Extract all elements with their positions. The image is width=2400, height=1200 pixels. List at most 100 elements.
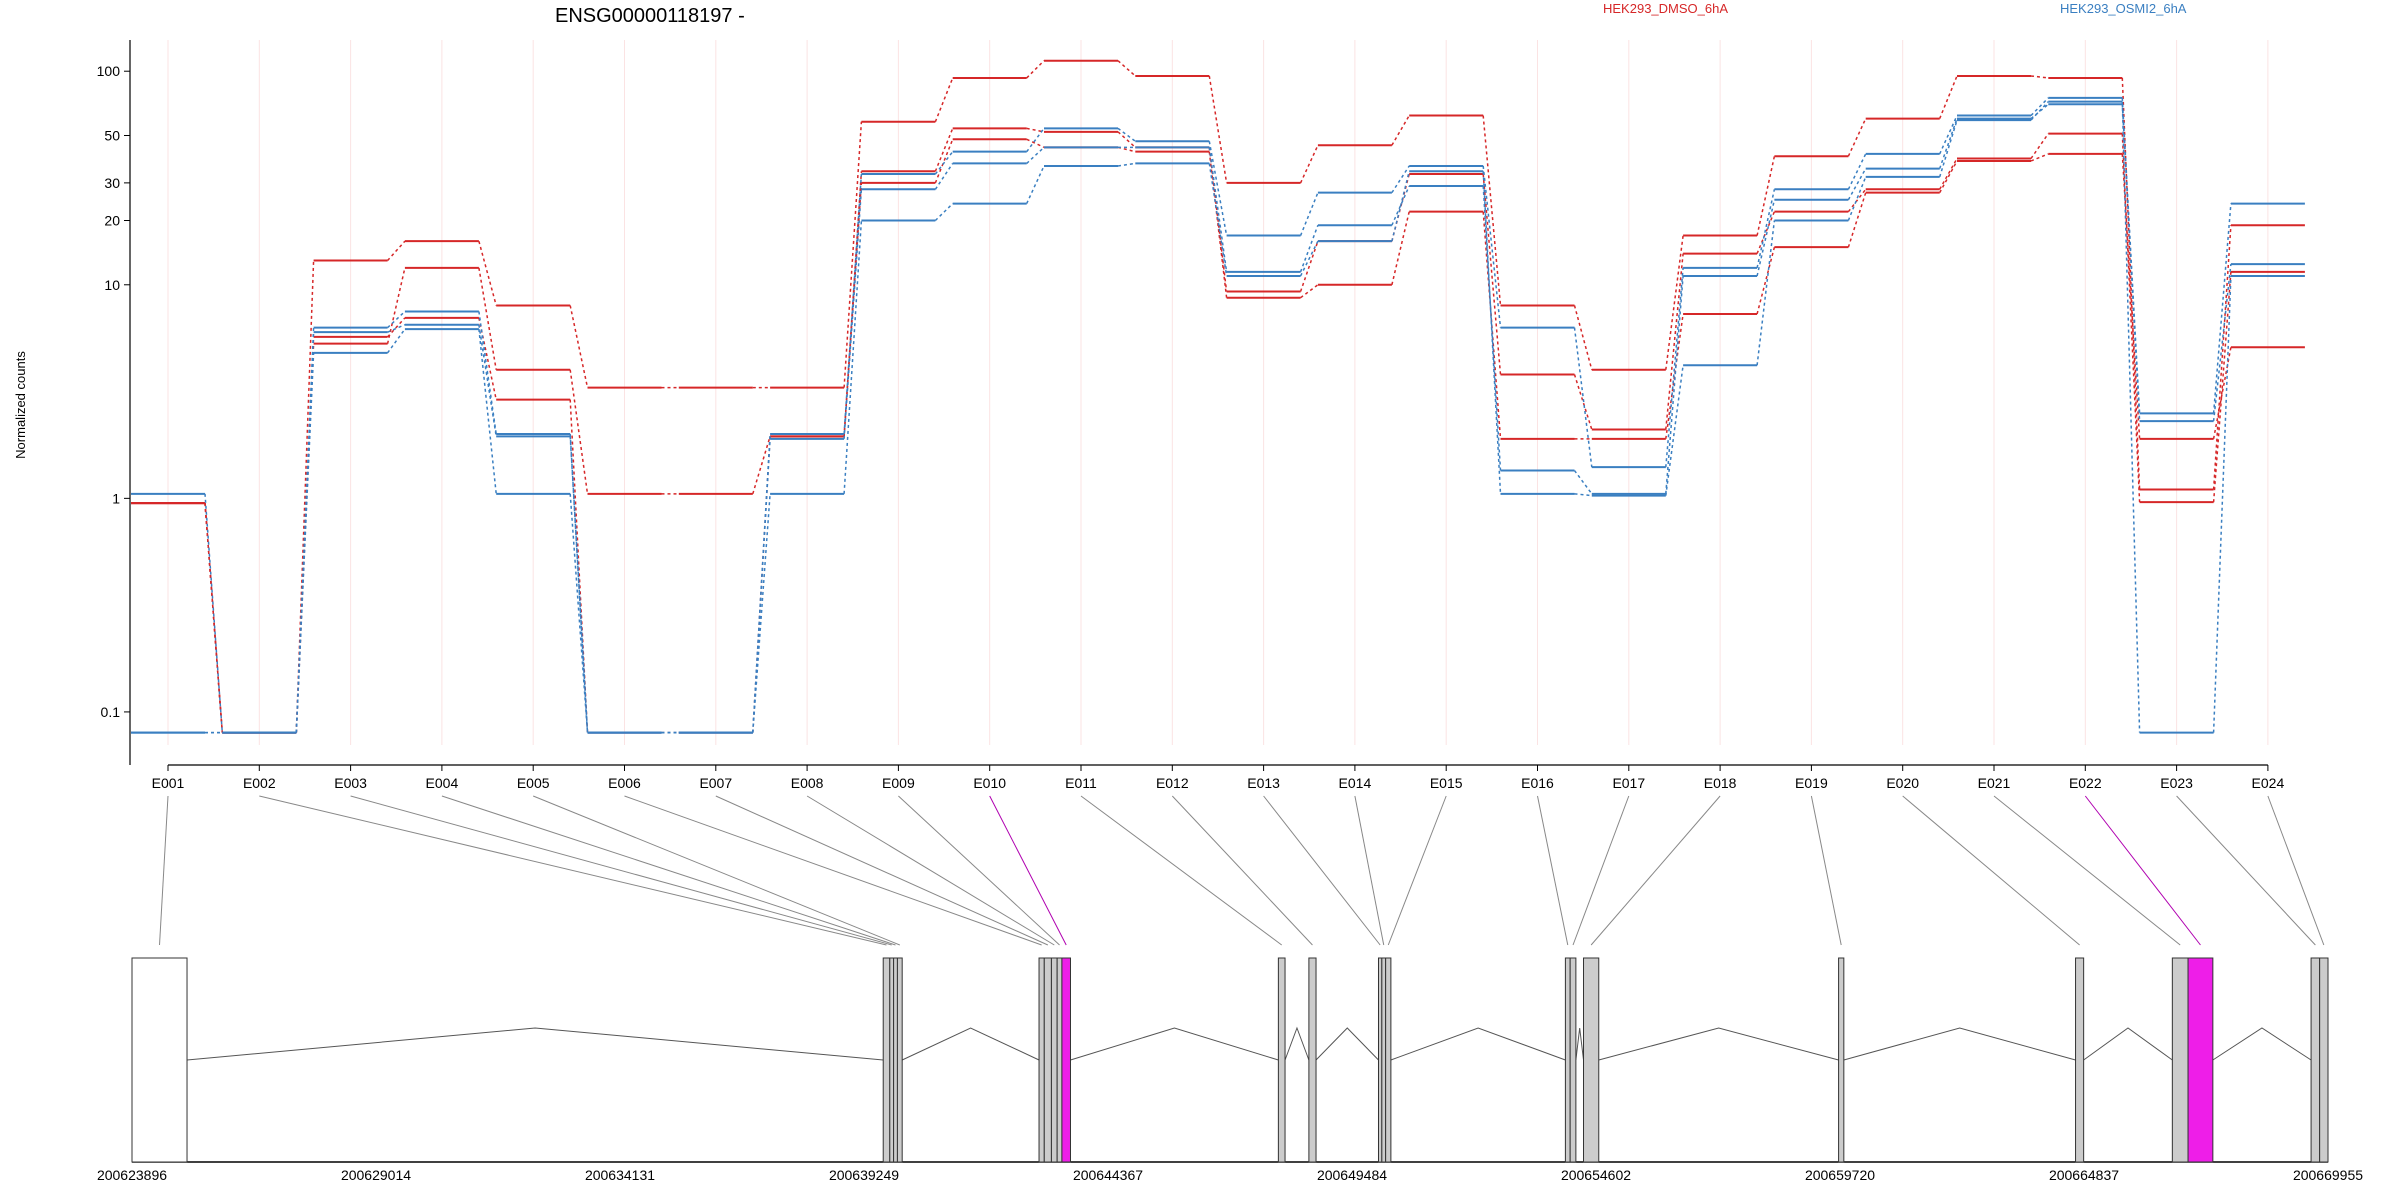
series-0-link: [1482, 115, 1502, 306]
series-2-link: [204, 503, 224, 733]
x-tick-label-E021: E021: [1978, 775, 2011, 791]
exon-box-E002: [882, 957, 891, 1163]
intron-10: [2212, 1027, 2312, 1061]
series-0-link: [2030, 75, 2049, 79]
series-5-link: [1026, 165, 1045, 204]
exon-box-E024: [2319, 957, 2329, 1163]
x-tick-label-E022: E022: [2069, 775, 2102, 791]
exon-box-E014: [1381, 957, 1387, 1163]
series-3-link: [387, 310, 406, 329]
series-5-link: [934, 203, 954, 222]
series-0-link: [2212, 225, 2232, 490]
y-tick-label: 0.1: [101, 704, 121, 720]
exon-box-E023: [2310, 957, 2321, 1163]
series-0-link: [387, 240, 406, 261]
connector-E016: [1537, 795, 1569, 946]
series-4-link: [934, 163, 954, 190]
coordinate-label: 200664837: [2049, 1167, 2119, 1183]
exon-box-E007: [1043, 957, 1052, 1163]
intron-9: [2083, 1027, 2173, 1061]
legend-entry-dmso: HEK293_DMSO_6hA: [1603, 1, 1728, 16]
series-5-link: [752, 493, 771, 733]
x-tick-label-E024: E024: [2252, 775, 2285, 791]
series-0-link: [569, 305, 589, 388]
x-tick-label-E017: E017: [1612, 775, 1645, 791]
intron-5: [1390, 1027, 1566, 1061]
chart-title: ENSG00000118197 -: [555, 5, 745, 27]
x-tick-label-E012: E012: [1156, 775, 1189, 791]
series-4-link: [1299, 224, 1319, 273]
series-3-link: [1391, 165, 1410, 194]
series-3-link: [1208, 141, 1228, 236]
series-2-link: [1939, 160, 1958, 194]
series-2-link: [934, 139, 954, 184]
series-5-link: [1299, 240, 1319, 277]
series-5-link: [1665, 365, 1684, 496]
series-5-link: [2212, 275, 2232, 733]
series-1-link: [2030, 133, 2049, 159]
series-3-link: [934, 151, 954, 175]
x-tick-label-E016: E016: [1521, 775, 1554, 791]
coordinate-label: 200669955: [2293, 1167, 2363, 1183]
vertical-gridlines: [167, 40, 2269, 745]
series-5-link: [386, 328, 406, 354]
coordinate-label: 200639249: [829, 1167, 899, 1183]
x-tick-label-E007: E007: [699, 775, 732, 791]
connector-E002: [259, 795, 887, 946]
series-4-link: [1938, 118, 1958, 169]
connector-E009: [898, 795, 1060, 946]
series-1-link: [1756, 211, 1776, 254]
series-0-link: [1756, 156, 1776, 236]
x-tick-label-E006: E006: [608, 775, 641, 791]
coordinate-label: 200654602: [1561, 1167, 1631, 1183]
series-3-link: [1117, 127, 1136, 142]
series-0-link: [1665, 235, 1684, 370]
series-4-link: [1665, 275, 1684, 494]
exon-box-E001: [131, 957, 188, 1163]
series-4-link: [478, 324, 497, 437]
exon-box-E020: [2075, 957, 2085, 1163]
series-1-link: [1847, 188, 1867, 213]
exon-box-E016: [1564, 957, 1571, 1163]
series-5-link: [1208, 163, 1228, 277]
y-tick-label: 100: [97, 63, 121, 79]
connector-E003: [350, 795, 892, 946]
series-4-link: [1208, 147, 1228, 272]
y-tick-label: 20: [104, 212, 120, 228]
series-1-link: [2121, 133, 2141, 503]
series-0-link: [295, 260, 315, 733]
connector-E013: [1263, 795, 1381, 946]
series-1-link: [1117, 131, 1136, 148]
series-1-link: [1573, 374, 1593, 430]
series-1-link: [1482, 173, 1502, 375]
series-0-link: [1026, 60, 1045, 79]
coordinate-label: 200644367: [1073, 1167, 1143, 1183]
gene-model-track: 200623896 200629014 200634131 200639249 2006…: [97, 957, 2363, 1183]
series-4-link: [2030, 103, 2049, 120]
x-tick-label-E010: E010: [973, 775, 1006, 791]
exon-box-E013: [1377, 957, 1383, 1163]
series-1-link: [569, 369, 589, 494]
series-4-link: [1756, 199, 1776, 277]
intron-2: [1070, 1027, 1279, 1061]
series-5-link: [295, 352, 315, 733]
intron-4: [1315, 1027, 1379, 1061]
series-3-link: [1939, 115, 1958, 155]
intron-8: [1843, 1027, 2076, 1061]
connector-E022: [2084, 795, 2201, 946]
series-1-link: [1299, 240, 1319, 292]
x-axis: E001 E002 E003 E004 E005 E006 E007 E008 E009 E010…: [152, 764, 2285, 791]
intron-7: [1598, 1027, 1839, 1061]
series-3-link: [1026, 127, 1045, 153]
exon-box-E005: [896, 957, 903, 1163]
series-1-link: [934, 128, 954, 172]
series-5-link: [1574, 493, 1592, 497]
series-1-link: [2212, 271, 2232, 503]
x-tick-label-E019: E019: [1795, 775, 1828, 791]
connector-E019: [1810, 795, 1842, 946]
exon-box-E018: [1583, 957, 1600, 1163]
x-tick-label-E004: E004: [426, 775, 459, 791]
connector-E008: [806, 795, 1055, 946]
series-4-link: [2121, 104, 2141, 422]
series-5-link: [1847, 176, 1867, 221]
